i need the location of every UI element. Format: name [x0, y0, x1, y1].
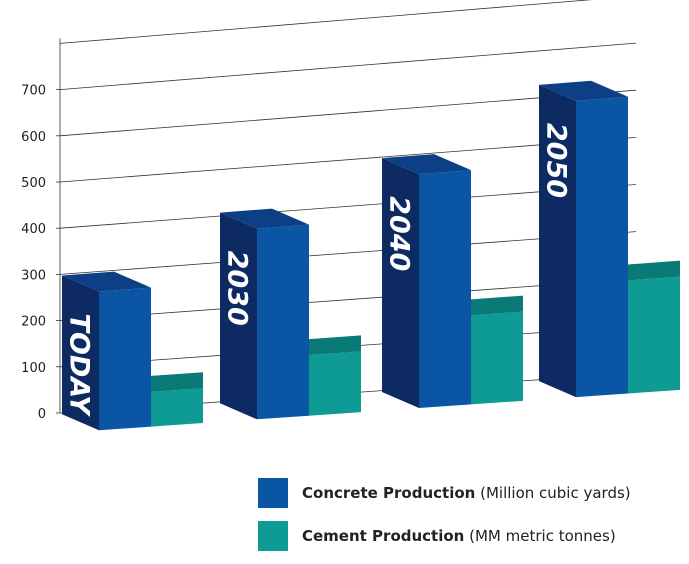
concrete-bar-front [419, 170, 471, 409]
legend-series-name-concrete: Concrete Production [302, 484, 476, 502]
category-label: 2050 [541, 123, 572, 198]
cement-bar-top [151, 372, 203, 392]
legend-label-concrete: Concrete Production (Million cubic yards… [302, 484, 631, 502]
category-label: 2040 [384, 196, 415, 271]
y-tick-label: 100 [21, 361, 46, 376]
gridline [59, 42, 637, 90]
cement-bar-top [471, 295, 523, 316]
bar-group: 2050 [539, 80, 680, 398]
legend-item-concrete: Concrete Production (Million cubic yards… [258, 478, 631, 508]
concrete-bar-side [62, 275, 99, 431]
y-tick-label: 500 [21, 176, 46, 191]
concrete-bar-front [99, 287, 151, 431]
category-label: TODAY [64, 314, 95, 418]
concrete-bar-front [257, 224, 309, 420]
legend-label-cement: Cement Production (MM metric tonnes) [302, 527, 616, 545]
concrete-bar-top [220, 208, 309, 229]
cement-bar-top [628, 260, 680, 281]
legend-swatch-concrete [258, 478, 288, 508]
legend-series-unit-concrete: (Million cubic yards) [480, 484, 631, 502]
legend-item-cement: Cement Production (MM metric tonnes) [258, 521, 631, 551]
legend: Concrete Production (Million cubic yards… [258, 478, 631, 564]
legend-swatch-cement [258, 521, 288, 551]
cement-bar-front [151, 388, 203, 427]
gridline [59, 0, 593, 44]
concrete-bar-front [576, 96, 628, 398]
y-axis: 0 100 200 300 400 500 600 700 [21, 38, 61, 422]
cement-bar-front [628, 276, 680, 394]
y-tick-label: 300 [21, 268, 46, 283]
cement-bar-front [309, 351, 361, 416]
concrete-bar-top [382, 154, 471, 175]
bars: TODAY 2030 2040 2050 [62, 80, 680, 431]
concrete-bar-side [382, 158, 419, 409]
y-tick-label: 400 [21, 222, 46, 237]
y-tick-label: 600 [21, 130, 46, 145]
bar-chart: 0 100 200 300 400 500 600 700 TODAY 2030 2040 2050 [21, 0, 680, 431]
bar-group: TODAY [62, 271, 203, 431]
concrete-bar-side [539, 84, 576, 398]
cement-bar-front [471, 311, 523, 405]
category-label: 2030 [222, 251, 253, 326]
bar-group: 2040 [382, 154, 523, 409]
legend-series-unit-cement: (MM metric tonnes) [469, 527, 616, 545]
concrete-bar-side [220, 212, 257, 420]
legend-series-name-cement: Cement Production [302, 527, 465, 545]
y-tick-label: 700 [21, 84, 46, 99]
concrete-bar-top [539, 80, 628, 101]
bar-group: 2030 [220, 208, 361, 420]
gridlines [59, 0, 637, 414]
y-tick-label: 200 [21, 315, 46, 330]
y-tick-label: 0 [38, 407, 46, 422]
concrete-bar-top [62, 271, 151, 292]
cement-bar-top [309, 335, 361, 356]
